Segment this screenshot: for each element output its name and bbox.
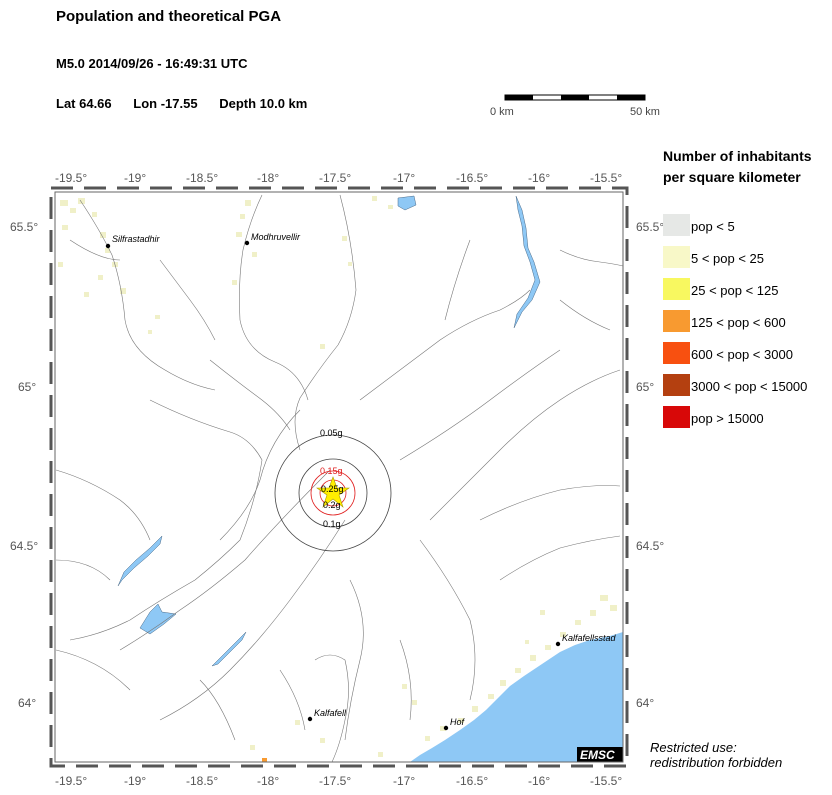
lon-tick-top: -16° [528,171,550,185]
emsc-logo [577,747,623,762]
lat-ticks-right: 65.5° 65° 64.5° 64° [636,220,664,710]
lon-tick-bottom: -18° [257,774,279,788]
place-dot-silfrastadhir [105,243,111,249]
lat-tick-right: 64.5° [636,539,664,553]
legend-label: 25 < pop < 125 [691,283,779,298]
legend-swatch [663,342,690,364]
map-area: 0.05g 0.15g 0.25g 0.2g 0.1g Silfrastadhi… [55,192,624,763]
lon-tick-bottom: -16.5° [456,774,488,788]
legend-label: 600 < pop < 3000 [691,347,793,362]
lon-ticks-bottom: -19.5° -19° -18.5° -18° -17.5° -17° -16.… [55,774,622,788]
water-bodies [117,195,541,667]
scale-start-label: 0 km [490,106,514,118]
lon-tick-bottom: -16° [528,774,550,788]
legend-swatch [663,374,690,396]
usage-notice: Restricted use: redistribution forbidden [650,740,782,770]
lat-tick-left: 65° [18,380,36,394]
place-dot-kalfafell [307,716,313,722]
lon-tick-top: -15.5° [590,171,622,185]
event-info: M5.0 2014/09/26 - 16:49:31 UTC [56,56,248,71]
lat-tick-left: 64.5° [10,539,38,553]
epicenter-star-icon [316,476,350,508]
lon-tick-bottom: -15.5° [590,774,622,788]
lon-tick-top: -18° [257,171,279,185]
lon-tick-top: -17° [393,171,415,185]
place-label-kalfafell: Kalfafell [314,708,347,718]
place-label-modhruvellir: Modhruvellir [251,232,301,242]
legend-label: pop > 15000 [691,411,764,426]
map-title: Population and theoretical PGA [56,8,282,25]
sea-area [410,632,623,762]
place-dot-modhruvellir [244,240,250,246]
lon-tick-bottom: -17° [393,774,415,788]
pga-label-0-1g: 0.1g [323,519,341,529]
scale-bar [504,94,646,101]
event-lat: Lat 64.66 [56,96,112,111]
lon-tick-bottom: -19° [124,774,146,788]
pga-contour-0-05g [274,434,392,552]
lat-tick-right: 65.5° [636,220,664,234]
lon-tick-bottom: -17.5° [319,774,351,788]
place-dot-hof [443,725,449,731]
pga-contours: 0.05g 0.15g 0.25g 0.2g 0.1g [274,428,392,552]
place-dot-kalfafellsstad [555,641,561,647]
event-depth: Depth 10.0 km [219,96,308,111]
pga-label-0-25g: 0.25g [321,484,344,494]
pga-contour-0-15g [310,470,356,516]
map-frame [49,186,629,768]
lon-tick-top: -19.5° [55,171,87,185]
legend-swatch [663,278,690,300]
lat-tick-right: 65° [636,380,654,394]
pga-label-0-15g: 0.15g [320,466,343,476]
pga-contour-0-1g [298,458,368,528]
place-label-hof: Hof [450,717,466,727]
lat-ticks-left: 65.5° 65° 64.5° 64° [10,220,38,710]
river-network [55,194,624,763]
lat-tick-right: 64° [636,696,654,710]
legend-label: pop < 5 [691,219,735,234]
scale-end-label: 50 km [630,106,660,118]
lat-tick-left: 65.5° [10,220,38,234]
legend-title-line1: Number of inhabitants [663,148,812,164]
usage-notice-line2: redistribution forbidden [650,755,783,770]
legend-label: 5 < pop < 25 [691,251,765,266]
place-label-kalfafellsstad: Kalfafellsstad [562,633,617,643]
emsc-logo-text: EMSC [580,748,615,762]
legend-title-line2: per square kilometer [663,169,801,185]
place-label-silfrastadhir: Silfrastadhir [112,234,161,244]
lon-tick-top: -17.5° [319,171,351,185]
place-markers: Silfrastadhir Modhruvellir Kalfafell Hof… [105,232,617,731]
lon-ticks-top: -19.5° -19° -18.5° -18° -17.5° -17° -16.… [55,171,622,185]
legend-swatch [663,406,690,428]
legend-swatch [663,246,690,268]
lon-tick-top: -19° [124,171,146,185]
event-coordinates: Lat 64.66 Lon -17.55 Depth 10.0 km [56,96,325,111]
lat-tick-left: 64° [18,696,36,710]
legend-swatch [663,214,690,236]
event-lon: Lon -17.55 [133,96,198,111]
pga-label-0-05g: 0.05g [320,428,343,438]
legend-label: 125 < pop < 600 [691,315,786,330]
lon-tick-top: -16.5° [456,171,488,185]
legend-title: Number of inhabitants per square kilomet… [663,146,812,188]
legend-swatch [663,310,690,332]
usage-notice-line1: Restricted use: [650,740,737,755]
legend-label: 3000 < pop < 15000 [691,379,808,394]
lon-tick-top: -18.5° [186,171,218,185]
lon-tick-bottom: -19.5° [55,774,87,788]
population-cell-high [262,758,267,762]
pga-label-0-2g: 0.2g [323,500,341,510]
lon-tick-bottom: -18.5° [186,774,218,788]
